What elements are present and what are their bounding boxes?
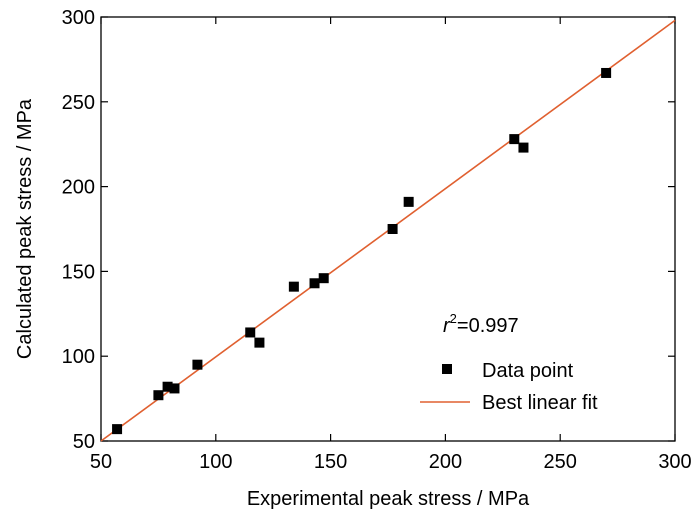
data-point-14 bbox=[601, 67, 612, 78]
y-tick-label-50: 50 bbox=[73, 431, 95, 453]
data-point-2 bbox=[162, 381, 173, 392]
legend-marker-data-point bbox=[442, 364, 452, 374]
y-axis-title: Calculated peak stress / MPa bbox=[14, 98, 36, 359]
data-point-11 bbox=[403, 196, 414, 207]
data-point-13 bbox=[518, 142, 529, 153]
r-value: =0.997 bbox=[457, 315, 519, 337]
data-point-3 bbox=[169, 383, 180, 394]
x-axis-title: Experimental peak stress / MPa bbox=[247, 488, 530, 510]
r-symbol: r bbox=[443, 315, 451, 337]
data-points-layer bbox=[112, 67, 612, 435]
x-tick-label-250: 250 bbox=[544, 451, 577, 473]
legend-label-data-point: Data point bbox=[482, 360, 574, 382]
x-tick-label-300: 300 bbox=[658, 451, 691, 473]
x-tick-label-200: 200 bbox=[429, 451, 462, 473]
data-point-9 bbox=[318, 273, 329, 284]
data-point-6 bbox=[254, 337, 265, 348]
tick-labels: 50 100 150 200 250 300 50 100 150 200 250 300 bbox=[62, 7, 692, 473]
legend: Data point Best linear fit bbox=[420, 360, 598, 414]
plot-frame bbox=[100, 16, 676, 442]
r-squared-annotation: r2=0.997 bbox=[443, 311, 519, 337]
r-exponent: 2 bbox=[450, 311, 457, 326]
x-tick-label-150: 150 bbox=[314, 451, 347, 473]
data-point-5 bbox=[245, 327, 256, 338]
y-tick-label-300: 300 bbox=[62, 7, 95, 29]
y-tick-label-150: 150 bbox=[62, 261, 95, 283]
legend-label-fit-line: Best linear fit bbox=[482, 392, 598, 414]
data-point-1 bbox=[153, 390, 164, 401]
data-point-10 bbox=[387, 224, 398, 234]
y-tick-label-100: 100 bbox=[62, 346, 95, 368]
data-point-4 bbox=[192, 359, 203, 370]
data-point-7 bbox=[288, 281, 299, 292]
y-tick-label-200: 200 bbox=[62, 177, 95, 199]
data-point-8 bbox=[309, 278, 320, 289]
x-tick-label-50: 50 bbox=[90, 451, 112, 473]
y-tick-label-250: 250 bbox=[62, 92, 95, 114]
data-point-12 bbox=[509, 134, 520, 145]
data-point-0 bbox=[112, 424, 123, 435]
x-tick-label-100: 100 bbox=[199, 451, 232, 473]
